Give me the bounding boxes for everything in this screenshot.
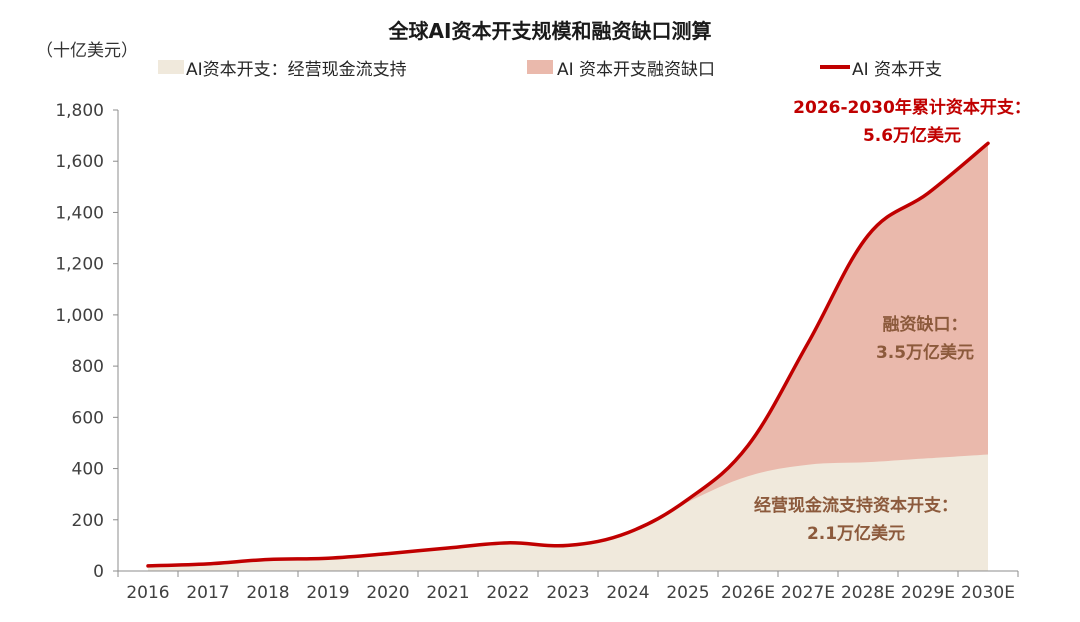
area-financing-gap <box>148 143 988 572</box>
y-tick-label: 0 <box>93 562 104 582</box>
chart-title: 全球AI资本开支规模和融资缺口测算 <box>388 19 712 43</box>
y-tick-label: 1,600 <box>55 152 104 172</box>
x-tick-label: 2029E <box>901 583 955 603</box>
x-axis: 2016 2017 2018 2019 2020 2021 2022 2023 2024 2025… <box>117 570 1019 603</box>
plot-area <box>146 141 990 572</box>
x-tick-label: 2026E <box>721 583 775 603</box>
x-tick-label: 2016 <box>126 583 169 603</box>
legend-swatch-ocf <box>158 60 184 74</box>
y-axis-unit-label: （十亿美元） <box>36 41 138 61</box>
x-tick-label: 2024 <box>606 583 649 603</box>
area-operating-cash-flow <box>148 454 988 571</box>
x-tick-label: 2017 <box>186 583 229 603</box>
y-tick-label: 1,000 <box>55 306 104 326</box>
y-tick-label: 600 <box>72 408 104 428</box>
y-tick-label: 1,200 <box>55 255 104 275</box>
annotation-gap-line1: 融资缺口： <box>883 314 968 335</box>
annotation-gap-line2: 3.5万亿美元 <box>876 342 974 363</box>
y-tick-labels: 0 200 400 600 800 1,000 1,200 1,400 1,600 1,800 <box>55 101 118 582</box>
legend-swatch-gap <box>527 60 553 74</box>
annotation-ocf-line2: 2.1万亿美元 <box>807 523 905 544</box>
x-tick-label: 2022 <box>486 583 529 603</box>
x-tick-label: 2018 <box>246 583 289 603</box>
annotation-total-line1: 2026-2030年累计资本开支： <box>793 97 1031 118</box>
x-tick-label: 2027E <box>781 583 835 603</box>
x-tick-labels: 2016 2017 2018 2019 2020 2021 2022 2023 2024 2025… <box>117 571 1019 603</box>
x-tick-label: 2019 <box>306 583 349 603</box>
annotation-total-line2: 5.6万亿美元 <box>863 125 961 146</box>
x-tick-label: 2025 <box>666 583 709 603</box>
x-tick-label: 2028E <box>841 583 895 603</box>
line-total-capex <box>146 141 990 568</box>
legend: AI资本开支：经营现金流支持 AI 资本开支融资缺口 AI 资本开支 <box>158 60 942 80</box>
y-tick-label: 1,800 <box>55 101 104 121</box>
y-axis: 0 200 400 600 800 1,000 1,200 1,400 1,600 1,800 <box>55 101 119 582</box>
x-tick-label: 2023 <box>546 583 589 603</box>
legend-label-gap: AI 资本开支融资缺口 <box>557 60 715 80</box>
x-tick-label: 2020 <box>366 583 409 603</box>
legend-label-capex: AI 资本开支 <box>852 60 942 80</box>
annotation-gap: 融资缺口： 3.5万亿美元 <box>876 314 974 363</box>
annotation-ocf: 经营现金流支持资本开支： 2.1万亿美元 <box>754 495 958 544</box>
y-tick-label: 400 <box>72 460 104 480</box>
annotation-total: 2026-2030年累计资本开支： 5.6万亿美元 <box>793 97 1031 146</box>
annotation-ocf-line1: 经营现金流支持资本开支： <box>754 495 958 516</box>
x-tick-label: 2030E <box>961 583 1015 603</box>
y-tick-label: 800 <box>72 357 104 377</box>
x-tick-label: 2021 <box>426 583 469 603</box>
y-tick-label: 200 <box>72 511 104 531</box>
legend-label-ocf: AI资本开支：经营现金流支持 <box>186 60 407 80</box>
y-tick-label: 1,400 <box>55 203 104 223</box>
